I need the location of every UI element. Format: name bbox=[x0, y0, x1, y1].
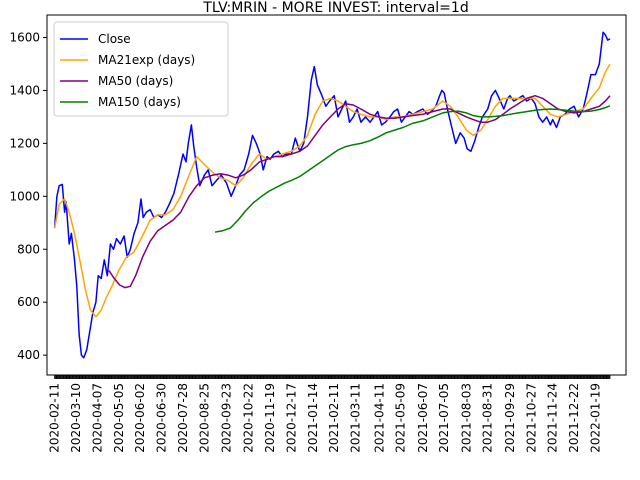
series-line-ma21exp-days bbox=[53, 63, 611, 318]
x-tick-label: 2020-04-07 bbox=[90, 383, 104, 453]
x-tick-label: 2020-05-05 bbox=[112, 383, 126, 453]
series-line-ma50-days bbox=[108, 94, 611, 289]
x-tick-label: 2021-10-27 bbox=[524, 383, 538, 453]
y-tick-label: 1000 bbox=[9, 189, 40, 203]
x-tick-label: 2021-02-11 bbox=[327, 383, 341, 453]
legend-label-ma150-days: MA150 (days) bbox=[98, 95, 181, 109]
y-tick-label: 1400 bbox=[9, 83, 40, 97]
x-axis: 2020-02-11 2020-03-10 2020-04-07 2020-05-05… bbox=[48, 375, 611, 453]
x-tick-label: 2021-03-11 bbox=[349, 383, 363, 453]
y-tick-label: 400 bbox=[17, 348, 40, 362]
series-layer bbox=[53, 31, 611, 359]
x-tick-label: 2021-04-11 bbox=[372, 383, 386, 453]
x-tick-label: 2020-06-02 bbox=[133, 383, 147, 453]
legend-box bbox=[53, 21, 229, 117]
x-tick-label: 2021-07-05 bbox=[437, 383, 451, 453]
x-tick-label: 2021-08-31 bbox=[481, 383, 495, 453]
x-tick-label: 2021-01-14 bbox=[306, 383, 320, 453]
legend-label-ma50-days: MA50 (days) bbox=[98, 74, 173, 88]
y-tick-label: 800 bbox=[17, 242, 40, 256]
legend-label-close: Close bbox=[98, 32, 131, 46]
x-tick-label: 2021-06-07 bbox=[416, 383, 430, 453]
x-tick-label: 2021-08-03 bbox=[459, 383, 473, 453]
x-tick-label: 2020-11-19 bbox=[263, 383, 277, 453]
y-axis: 400 600 800 1000 1200 1400 1600 bbox=[9, 31, 47, 362]
y-tick-label: 1200 bbox=[9, 136, 40, 150]
x-tick-label: 2020-09-23 bbox=[220, 383, 234, 453]
x-tick-label: 2020-02-11 bbox=[48, 383, 62, 453]
x-tick-label: 2020-10-22 bbox=[242, 383, 256, 453]
x-tick-label: 2020-03-10 bbox=[69, 383, 83, 453]
y-tick-label: 1600 bbox=[9, 31, 40, 45]
x-tick-label: 2020-12-17 bbox=[284, 383, 298, 453]
legend-label-ma21exp-days: MA21exp (days) bbox=[98, 53, 195, 67]
x-tick-label: 2020-06-30 bbox=[155, 383, 169, 453]
x-tick-label: 2020-07-28 bbox=[176, 383, 190, 453]
chart-title: TLV:MRIN - MORE INVEST: interval=1d bbox=[202, 0, 468, 16]
x-tick-label: 2020-08-25 bbox=[197, 383, 211, 453]
series-line-ma150-days bbox=[214, 105, 611, 233]
x-tick-label: 2021-11-24 bbox=[546, 383, 560, 453]
x-tick-label: 2021-05-09 bbox=[394, 383, 408, 453]
x-tick-label: 2021-09-29 bbox=[503, 383, 517, 453]
legend: Close MA21exp (days) MA50 (days) MA150 (day… bbox=[53, 21, 229, 117]
y-tick-label: 600 bbox=[17, 295, 40, 309]
series-line-close bbox=[53, 31, 611, 359]
x-tick-label: 2021-12-22 bbox=[567, 383, 581, 453]
x-tick-label: 2022-01-19 bbox=[588, 383, 602, 453]
